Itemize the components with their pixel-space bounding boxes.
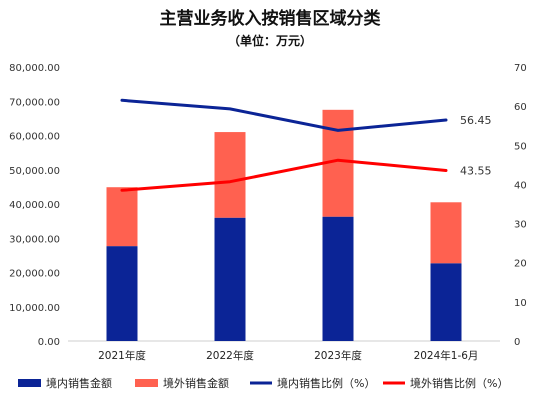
chart-subtitle: （单位：万元） xyxy=(228,33,312,48)
legend-domestic-ratio-label: 境内销售比例（%） xyxy=(277,376,375,390)
left-axis-tick-label: 40,000.00 xyxy=(9,200,60,211)
domestic-ratio-data-label: 56.45 xyxy=(460,114,492,127)
category-label: 2022年度 xyxy=(206,349,254,362)
category-label: 2021年度 xyxy=(98,349,146,362)
bars-group xyxy=(106,109,462,341)
domestic-sales-bar xyxy=(322,216,354,341)
legend-domestic-sales-label: 境内销售金额 xyxy=(46,376,112,390)
right-axis-tick-label: 10 xyxy=(514,298,527,309)
domestic-sales-bar xyxy=(430,263,462,341)
legend: 境内销售金额 境外销售金额 境内销售比例（%） 境外销售比例（%） xyxy=(18,376,508,390)
left-axis-tick-label: 20,000.00 xyxy=(9,269,60,280)
legend-domestic-sales-swatch xyxy=(18,379,41,387)
left-axis-tick-label: 80,000.00 xyxy=(9,63,60,74)
right-axis-tick-label: 60 xyxy=(514,102,527,113)
overseas-ratio-data-label: 43.55 xyxy=(460,165,492,178)
category-label: 2024年1-6月 xyxy=(414,349,479,362)
data-labels: 56.45 43.55 xyxy=(460,114,492,177)
left-axis-tick-label: 10,000.00 xyxy=(9,303,60,314)
left-axis-tick-label: 30,000.00 xyxy=(9,234,60,245)
domestic-sales-bar xyxy=(214,217,246,341)
domestic-ratio-line xyxy=(120,98,448,132)
legend-overseas-ratio-label: 境外销售比例（%） xyxy=(410,376,508,390)
left-axis-tick-label: 70,000.00 xyxy=(9,97,60,108)
left-axis-tick-label: 50,000.00 xyxy=(9,166,60,177)
legend-overseas-sales-label: 境外销售金额 xyxy=(163,376,229,390)
right-axis-tick-label: 40 xyxy=(514,180,527,191)
left-axis: 0.00 10,000.00 20,000.00 30,000.00 40,000.00… xyxy=(9,63,60,348)
overseas-sales-bar xyxy=(106,187,138,247)
right-axis-tick-label: 70 xyxy=(514,63,527,74)
right-axis-tick-label: 50 xyxy=(514,141,527,152)
category-axis: 2021年度 2022年度 2023年度 2024年1-6月 xyxy=(98,349,478,362)
lines-group xyxy=(120,98,448,192)
overseas-sales-bar xyxy=(430,202,462,264)
left-axis-tick-label: 60,000.00 xyxy=(9,132,60,143)
legend-overseas-sales-swatch xyxy=(135,379,158,387)
right-axis: 0 10 20 30 40 50 60 70 xyxy=(514,63,527,348)
overseas-sales-bar xyxy=(214,132,246,218)
right-axis-tick-label: 20 xyxy=(514,259,527,270)
category-label: 2023年度 xyxy=(314,349,362,362)
chart-title: 主营业务收入按销售区域分类 xyxy=(160,8,382,29)
left-axis-tick-label: 0.00 xyxy=(38,337,60,348)
right-axis-tick-label: 0 xyxy=(514,337,520,348)
right-axis-tick-label: 30 xyxy=(514,220,527,231)
overseas-ratio-line xyxy=(120,158,448,192)
domestic-sales-bar xyxy=(106,246,138,341)
